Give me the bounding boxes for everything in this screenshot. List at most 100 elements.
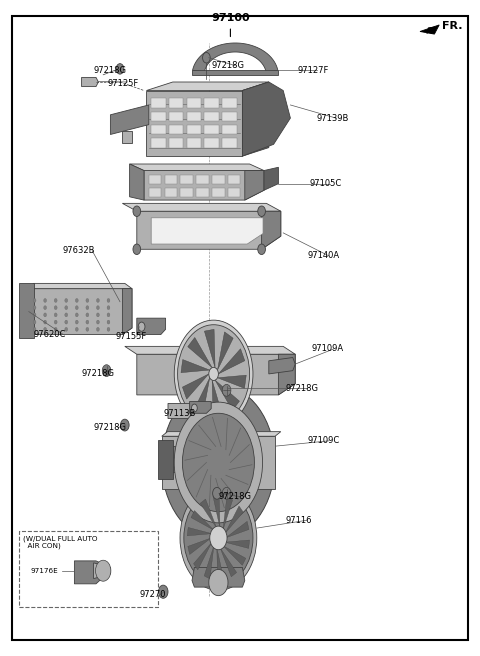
Polygon shape [162, 436, 275, 489]
Circle shape [54, 327, 57, 331]
Circle shape [102, 365, 111, 377]
Circle shape [33, 327, 36, 331]
Circle shape [96, 306, 99, 310]
Polygon shape [187, 527, 212, 536]
Polygon shape [28, 283, 132, 289]
Text: 97218G: 97218G [218, 492, 252, 501]
Circle shape [209, 367, 218, 380]
Polygon shape [162, 446, 182, 472]
Polygon shape [226, 522, 249, 538]
Polygon shape [242, 82, 290, 156]
Circle shape [86, 313, 89, 317]
Circle shape [174, 320, 253, 428]
Polygon shape [192, 43, 278, 72]
Polygon shape [28, 289, 132, 335]
Circle shape [75, 313, 78, 317]
Polygon shape [194, 378, 210, 416]
Text: (W/DUAL FULL AUTO: (W/DUAL FULL AUTO [23, 536, 97, 543]
Polygon shape [130, 164, 144, 200]
Circle shape [210, 526, 227, 550]
Polygon shape [110, 105, 149, 134]
Polygon shape [168, 403, 228, 419]
Polygon shape [187, 112, 201, 121]
Polygon shape [245, 171, 264, 200]
Circle shape [33, 306, 36, 310]
Polygon shape [204, 138, 219, 148]
Polygon shape [169, 125, 183, 134]
Polygon shape [228, 175, 240, 184]
Circle shape [44, 320, 47, 324]
Polygon shape [217, 375, 246, 388]
Circle shape [44, 327, 47, 331]
Polygon shape [215, 380, 240, 411]
Polygon shape [151, 138, 166, 148]
Circle shape [120, 419, 129, 431]
Polygon shape [122, 131, 132, 143]
Polygon shape [137, 354, 295, 395]
Polygon shape [264, 167, 278, 190]
Text: 97632B: 97632B [62, 246, 95, 255]
Polygon shape [222, 125, 237, 134]
Circle shape [222, 487, 231, 499]
Polygon shape [122, 289, 132, 335]
Text: 97116: 97116 [286, 516, 312, 525]
Circle shape [75, 298, 78, 302]
Polygon shape [212, 380, 223, 419]
Polygon shape [222, 138, 237, 148]
Circle shape [180, 485, 257, 590]
Polygon shape [130, 164, 264, 171]
Circle shape [258, 244, 265, 255]
Text: 97218G: 97218G [286, 384, 319, 393]
Text: 97218G: 97218G [82, 369, 115, 379]
Polygon shape [278, 354, 295, 395]
Polygon shape [192, 567, 245, 587]
Polygon shape [192, 70, 278, 75]
Circle shape [107, 306, 110, 310]
Circle shape [96, 313, 99, 317]
Polygon shape [149, 188, 161, 197]
Circle shape [86, 306, 89, 310]
Polygon shape [180, 175, 193, 184]
Polygon shape [151, 125, 166, 134]
Circle shape [213, 487, 221, 499]
Circle shape [44, 298, 47, 302]
Circle shape [116, 64, 124, 74]
Polygon shape [151, 112, 166, 121]
Circle shape [258, 206, 265, 216]
Circle shape [178, 325, 250, 423]
Circle shape [174, 402, 263, 523]
Circle shape [96, 560, 111, 581]
Polygon shape [200, 499, 217, 528]
Circle shape [54, 306, 57, 310]
Polygon shape [181, 359, 210, 373]
Polygon shape [225, 540, 250, 548]
Polygon shape [217, 332, 233, 370]
Polygon shape [218, 349, 245, 374]
Polygon shape [204, 329, 215, 367]
Circle shape [65, 298, 68, 302]
Circle shape [86, 298, 89, 302]
Polygon shape [137, 211, 281, 249]
Circle shape [138, 322, 145, 331]
Polygon shape [223, 497, 233, 530]
Text: FR.: FR. [442, 21, 462, 31]
Circle shape [184, 491, 253, 585]
Polygon shape [146, 82, 269, 91]
Polygon shape [187, 138, 201, 148]
Text: 97140A: 97140A [307, 251, 339, 260]
Circle shape [54, 313, 57, 317]
Polygon shape [212, 175, 225, 184]
Circle shape [33, 313, 36, 317]
Circle shape [75, 327, 78, 331]
Polygon shape [74, 561, 103, 584]
Circle shape [44, 313, 47, 317]
Polygon shape [269, 358, 295, 374]
Circle shape [107, 327, 110, 331]
FancyBboxPatch shape [19, 531, 158, 607]
Polygon shape [137, 318, 166, 335]
Circle shape [44, 306, 47, 310]
Text: 97113B: 97113B [163, 409, 195, 418]
Circle shape [86, 320, 89, 324]
Polygon shape [146, 91, 242, 156]
Circle shape [33, 320, 36, 324]
